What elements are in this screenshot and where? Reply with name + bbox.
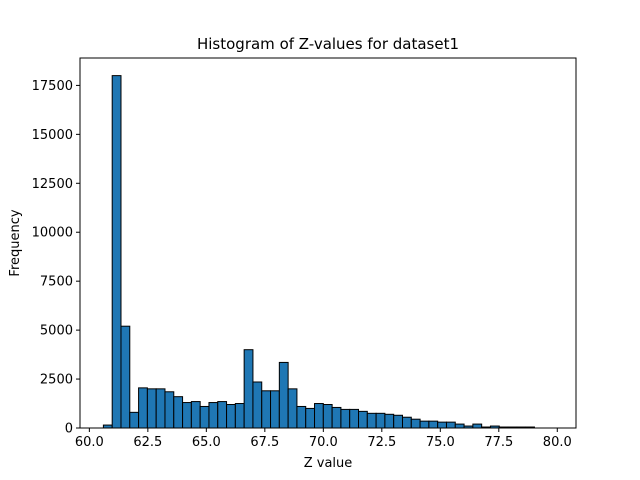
histogram-bar — [437, 421, 447, 429]
histogram-bar — [375, 412, 386, 429]
histogram-bar — [226, 404, 236, 429]
histogram-bar — [173, 396, 184, 429]
histogram-bar — [349, 408, 360, 429]
histogram-bar — [322, 404, 333, 429]
y-tick-label: 17500 — [32, 79, 73, 94]
y-tick-label: 5000 — [40, 324, 73, 339]
histogram-bar — [305, 407, 316, 429]
x-axis-label: Z value — [304, 456, 353, 471]
histogram-bar — [472, 423, 483, 429]
histogram-bar — [340, 408, 351, 429]
x-tick-label: 75.0 — [426, 435, 455, 450]
histogram-bar — [410, 418, 421, 429]
histogram-bar — [155, 388, 166, 429]
histogram-bar — [278, 361, 289, 429]
x-tick-label: 72.5 — [367, 435, 396, 450]
x-tick-label: 70.0 — [309, 435, 338, 450]
histogram-bar — [120, 325, 131, 429]
x-tick-label: 67.5 — [250, 435, 279, 450]
x-tick-label: 77.5 — [484, 435, 513, 450]
x-axis-ticks: 60.0 62.5 65.0 67.5 70.0 72.5 75.0 77.5 80.0 — [75, 428, 572, 450]
chart-title: Histogram of Z-values for dataset1 — [197, 35, 459, 53]
plot-frame — [79, 57, 577, 429]
histogram-bar — [182, 402, 192, 429]
histogram-bar — [454, 423, 465, 429]
x-tick-label: 65.0 — [192, 435, 221, 450]
histogram-bar — [314, 403, 324, 429]
histogram-bar — [428, 420, 439, 429]
histogram-bar — [243, 349, 254, 429]
histogram-bar — [234, 403, 245, 429]
histogram-bar — [287, 388, 298, 429]
histogram-bar — [401, 416, 412, 429]
histogram-bar — [331, 406, 342, 429]
histogram-bar — [270, 390, 280, 429]
histogram-bar — [252, 381, 263, 429]
histogram-bar — [384, 413, 395, 429]
y-tick-label: 0 — [65, 422, 73, 437]
histogram-bar — [217, 401, 228, 429]
y-tick-label: 15000 — [32, 128, 73, 143]
histogram-bar — [199, 405, 210, 429]
bars-group — [102, 75, 535, 429]
histogram-bar — [129, 411, 140, 429]
histogram-bar — [261, 390, 272, 429]
x-tick-label: 80.0 — [543, 435, 572, 450]
plot-area — [80, 58, 576, 428]
histogram-bar — [146, 388, 157, 429]
y-tick-label: 2500 — [40, 373, 73, 388]
histogram-bar — [445, 421, 456, 429]
histogram-bar — [111, 75, 122, 429]
y-tick-label: 10000 — [32, 226, 73, 241]
y-tick-label: 12500 — [32, 177, 73, 192]
x-tick-label: 62.5 — [133, 435, 162, 450]
histogram-bar — [419, 420, 430, 429]
histogram-bar — [366, 412, 377, 429]
histogram-bar — [138, 387, 148, 429]
y-axis-label: Frequency — [8, 209, 23, 276]
histogram-bar — [164, 391, 175, 429]
histogram-bar — [208, 402, 219, 429]
histogram-bar — [296, 405, 307, 429]
y-axis-ticks: 0 2500 5000 7500 10000 12500 15000 17500 — [32, 79, 80, 437]
y-tick-label: 7500 — [40, 275, 73, 290]
histogram-bar — [393, 414, 403, 429]
histogram-bar — [190, 401, 201, 429]
histogram-bar — [358, 410, 368, 429]
x-tick-label: 60.0 — [75, 435, 104, 450]
